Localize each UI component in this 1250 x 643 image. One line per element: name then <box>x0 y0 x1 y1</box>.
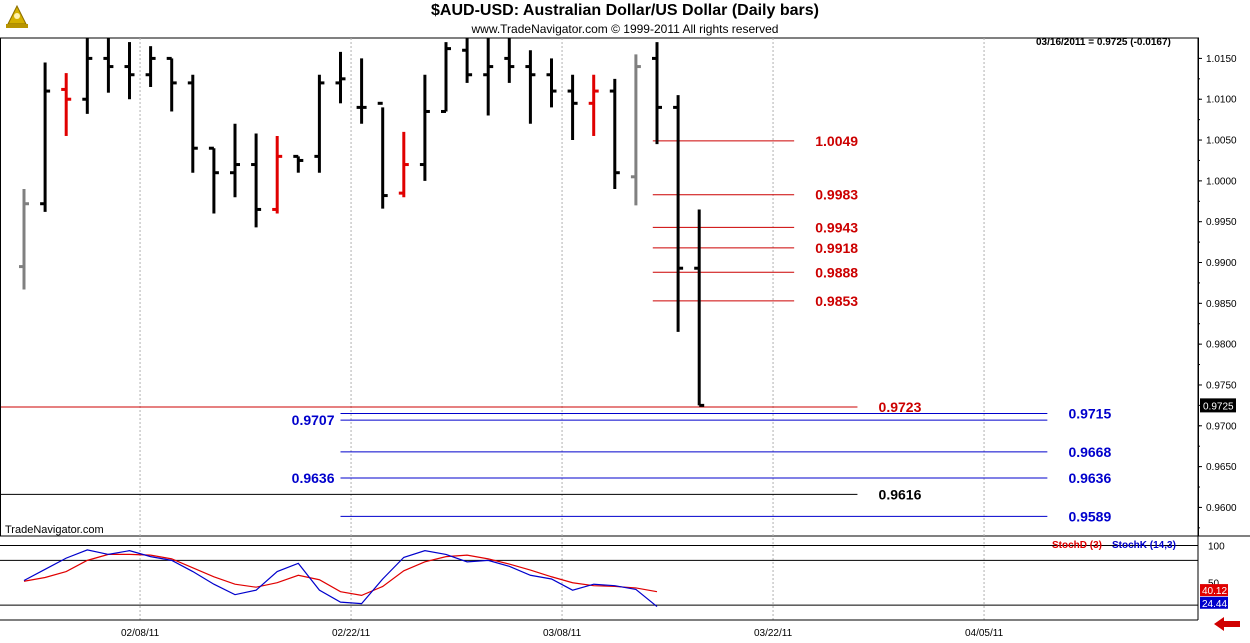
level-label-left: 0.9636 <box>292 470 335 486</box>
x-tick-label: 03/22/11 <box>754 628 793 639</box>
stochK-tag <box>1200 596 1228 609</box>
ohlc-bar <box>377 101 388 209</box>
level-label: 0.9983 <box>815 187 858 203</box>
y-tick-label: 0.9900 <box>1206 258 1237 269</box>
ohlc-bar <box>525 50 536 124</box>
scroll-right-arrow-icon[interactable] <box>1212 615 1242 633</box>
ohlc-bar <box>567 74 578 141</box>
price-frame <box>0 37 1199 537</box>
y-tick-label: 1.0150 <box>1206 54 1237 65</box>
stoch-line <box>23 549 658 608</box>
ohlc-bar <box>504 38 515 83</box>
brand-label: TradeNavigator.com <box>5 524 104 536</box>
axes: 02/08/11 02/22/11 03/08/11 03/22/11 04/05/11… <box>121 38 1237 639</box>
level-label: 1.0049 <box>815 133 858 149</box>
stochD-tag-label: 40.12 <box>1202 586 1227 597</box>
y-tick-label: 0.9700 <box>1206 421 1237 432</box>
last-price-readout: 03/16/2011 = 0.9725 (-0.0167) <box>1036 37 1171 48</box>
y-tick-label: 1.0100 <box>1206 95 1237 106</box>
ohlc-bar <box>335 51 346 104</box>
ohlc-bar <box>630 54 641 206</box>
y-tick-label: 1.0000 <box>1206 176 1237 187</box>
y-tick-label: 1.0050 <box>1206 136 1237 147</box>
ohlc-bar <box>145 46 156 87</box>
ohlc-bar <box>441 42 451 113</box>
ohlc-bar <box>230 123 240 198</box>
ohlc-bar <box>483 38 494 116</box>
ohlc-bar <box>609 78 620 190</box>
level-label: 0.9723 <box>879 399 922 415</box>
stochK-legend: StochK (14,3) <box>1112 540 1176 551</box>
stochK-tag-label: 24.44 <box>1202 599 1227 610</box>
ohlc-bar <box>272 135 283 214</box>
price-tag-box <box>1200 398 1236 413</box>
stoch-line <box>23 553 658 597</box>
ohlc-bar <box>546 58 557 108</box>
ohlc-bar <box>314 74 325 173</box>
level-label: 0.9636 <box>1068 470 1111 486</box>
ohlc-bar <box>166 56 177 112</box>
y-tick-label: 0.9750 <box>1206 380 1237 391</box>
y-tick-label: 0.9600 <box>1206 503 1237 514</box>
ohlc-bar <box>694 209 705 407</box>
ohlc-bar <box>103 38 114 93</box>
y-tick-label: 0.9650 <box>1206 462 1237 473</box>
stochD-legend: StochD (3) <box>1052 540 1102 551</box>
level-label: 0.9715 <box>1068 406 1111 422</box>
ohlc-bar <box>673 95 684 332</box>
ohlc-bar <box>588 74 599 136</box>
level-label: 0.9943 <box>815 219 858 235</box>
level-label: 0.9668 <box>1068 444 1111 460</box>
ohlc-bar <box>61 73 72 136</box>
x-tick-label: 02/08/11 <box>121 628 160 639</box>
ohlc-bar <box>293 154 304 173</box>
price-chart: 0.9723 1.0049 0.9983 0.9943 0.9918 0.9888 0.98… <box>0 37 1250 620</box>
y-tick-label: 0.9800 <box>1206 340 1237 351</box>
x-tick-label: 04/05/11 <box>965 628 1004 639</box>
ohlc-bar <box>419 74 430 181</box>
ohlc-bar <box>208 146 219 214</box>
ohlc-bar <box>356 58 367 124</box>
ohlc-bar <box>124 42 135 100</box>
chart-title: $AUD-USD: Australian Dollar/US Dollar (D… <box>431 2 819 19</box>
level-label: 0.9589 <box>1068 508 1111 524</box>
y-tick-label: 0.9850 <box>1206 299 1237 310</box>
chart-subtitle: www.TradeNavigator.com © 1999-2011 All r… <box>471 22 779 36</box>
level-label: 0.9888 <box>815 264 858 280</box>
price-tag-label: 0.9725 <box>1203 401 1234 412</box>
ohlc-bar <box>251 133 262 228</box>
x-tick-label: 02/22/11 <box>332 628 371 639</box>
stoch-y-label: 100 <box>1208 541 1225 552</box>
ohlc-bar <box>652 42 662 145</box>
ohlc-bar <box>19 189 29 290</box>
ohlc-bar <box>462 38 473 83</box>
stochD-tag <box>1200 584 1228 597</box>
level-label: 0.9616 <box>879 486 922 502</box>
level-label-left: 0.9707 <box>292 412 335 428</box>
ohlc-bar <box>398 131 409 198</box>
level-label: 0.9918 <box>815 240 858 256</box>
ohlc-bar <box>82 38 93 114</box>
ohlc-bar <box>187 74 198 173</box>
ohlc-bar <box>40 62 51 212</box>
stochastic-chart: StochD (3) StochK (14,3) <box>0 540 1198 621</box>
x-tick-label: 03/08/11 <box>543 628 582 639</box>
tradenavigator-logo-icon <box>6 4 28 28</box>
y-tick-label: 0.9950 <box>1206 217 1237 228</box>
level-label: 0.9853 <box>815 293 858 309</box>
